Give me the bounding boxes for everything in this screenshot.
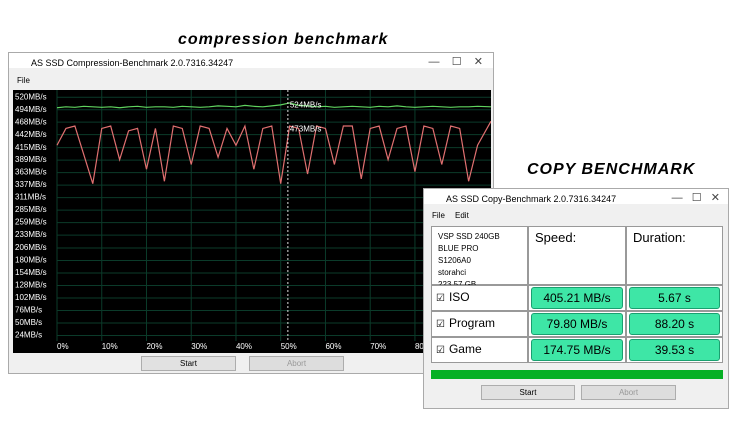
x-tick-label: 10%	[102, 342, 118, 351]
heading: compression benchmark	[178, 31, 389, 48]
x-tick-label: 50%	[281, 342, 297, 351]
y-tick-label: 102MB/s	[15, 293, 47, 302]
info-line: S1206A0	[438, 256, 471, 265]
header: Duration:	[626, 226, 723, 285]
y-tick-label: 363MB/s	[15, 168, 47, 177]
window: AS SSD Compression-Benchmark 2.0.7316.34…	[8, 52, 494, 374]
duration: 5.67 s	[629, 287, 720, 309]
y-tick-label: 442MB/s	[15, 130, 47, 139]
y-tick-label: 233MB/s	[15, 230, 47, 239]
speed: 79.80 MB/s	[531, 313, 623, 335]
y-tick-label: 259MB/s	[15, 218, 47, 227]
y-tick-label: 24MB/s	[15, 331, 42, 340]
x-tick-label: 70%	[370, 342, 386, 351]
annotation: 524MB/s	[290, 100, 322, 109]
y-tick-label: 154MB/s	[15, 268, 47, 277]
info-line: 223.57 GB	[438, 279, 521, 291]
y-tick-label: 494MB/s	[15, 105, 47, 114]
test-name: ISO	[448, 290, 470, 304]
button: Abort	[249, 356, 344, 371]
x-tick-label: 0%	[57, 342, 69, 351]
y-tick-label: 468MB/s	[15, 117, 47, 126]
checkbox: ☑	[436, 293, 445, 304]
title-bar: AS SSD Compression-Benchmark 2.0.7316.34…	[9, 53, 493, 68]
series-line	[56, 102, 491, 109]
duration: 39.53 s	[629, 339, 720, 361]
checkbox: ☑	[436, 345, 445, 356]
heading: COPY BENCHMARK	[527, 161, 696, 178]
checkbox: ☑	[436, 319, 445, 330]
y-tick-label: 285MB/s	[15, 205, 47, 214]
test-name: Game	[448, 342, 482, 356]
y-tick-label: 180MB/s	[15, 256, 47, 265]
y-tick-label: 389MB/s	[15, 155, 47, 164]
button[interactable]: Start	[481, 385, 575, 400]
y-tick-label: 415MB/s	[15, 143, 47, 152]
y-tick-label: 128MB/s	[15, 281, 47, 290]
info-line: storahci	[438, 268, 467, 277]
row-label: ☑ ISO	[431, 285, 528, 311]
x-tick-label: 20%	[146, 342, 162, 351]
menu-item[interactable]: File	[17, 76, 30, 85]
speed: 174.75 MB/s	[531, 339, 623, 361]
window-controls[interactable]: — ☐ ✕	[671, 192, 720, 204]
progress-bar	[431, 370, 723, 379]
drive-info: VSP SSD 240GB BLUE PRO S1206A0 storahci 223…	[431, 226, 528, 289]
window-controls[interactable]: — ☐ ✕	[428, 56, 483, 68]
chart: 24MB/s 50MB/s 76MB/s 102MB/s 128MB/s 154MB/s 1…	[13, 90, 491, 353]
header: Speed:	[528, 226, 626, 285]
button: Abort	[581, 385, 676, 400]
annotation: 473MB/s	[290, 125, 322, 134]
row-label: ☑ Game	[431, 337, 528, 363]
x-tick-label: 60%	[325, 342, 341, 351]
y-tick-label: 520MB/s	[15, 92, 47, 101]
speed: 405.21 MB/s	[531, 287, 623, 309]
y-tick-label: 337MB/s	[15, 180, 47, 189]
y-tick-label: 76MB/s	[15, 306, 42, 315]
duration: 88.20 s	[629, 313, 720, 335]
info-line: VSP SSD 240GB BLUE PRO	[438, 232, 500, 253]
menu-item[interactable]: Edit	[455, 211, 469, 220]
y-tick-label: 311MB/s	[15, 193, 46, 202]
title-bar: AS SSD Copy-Benchmark 2.0.7316.34247	[424, 189, 728, 204]
x-tick-label: 40%	[236, 342, 252, 351]
window: AS SSD Copy-Benchmark 2.0.7316.34247 — ☐…	[423, 188, 729, 409]
y-tick-label: 50MB/s	[15, 318, 42, 327]
menu-item[interactable]: File	[432, 211, 445, 220]
x-tick-label: 30%	[191, 342, 207, 351]
button[interactable]: Start	[141, 356, 236, 371]
series-line	[56, 120, 491, 184]
y-tick-label: 206MB/s	[15, 243, 47, 252]
chart-bg	[13, 90, 491, 353]
test-name: Program	[448, 316, 495, 330]
row-label: ☑ Program	[431, 311, 528, 337]
x-tick-label: 80%	[415, 342, 431, 351]
